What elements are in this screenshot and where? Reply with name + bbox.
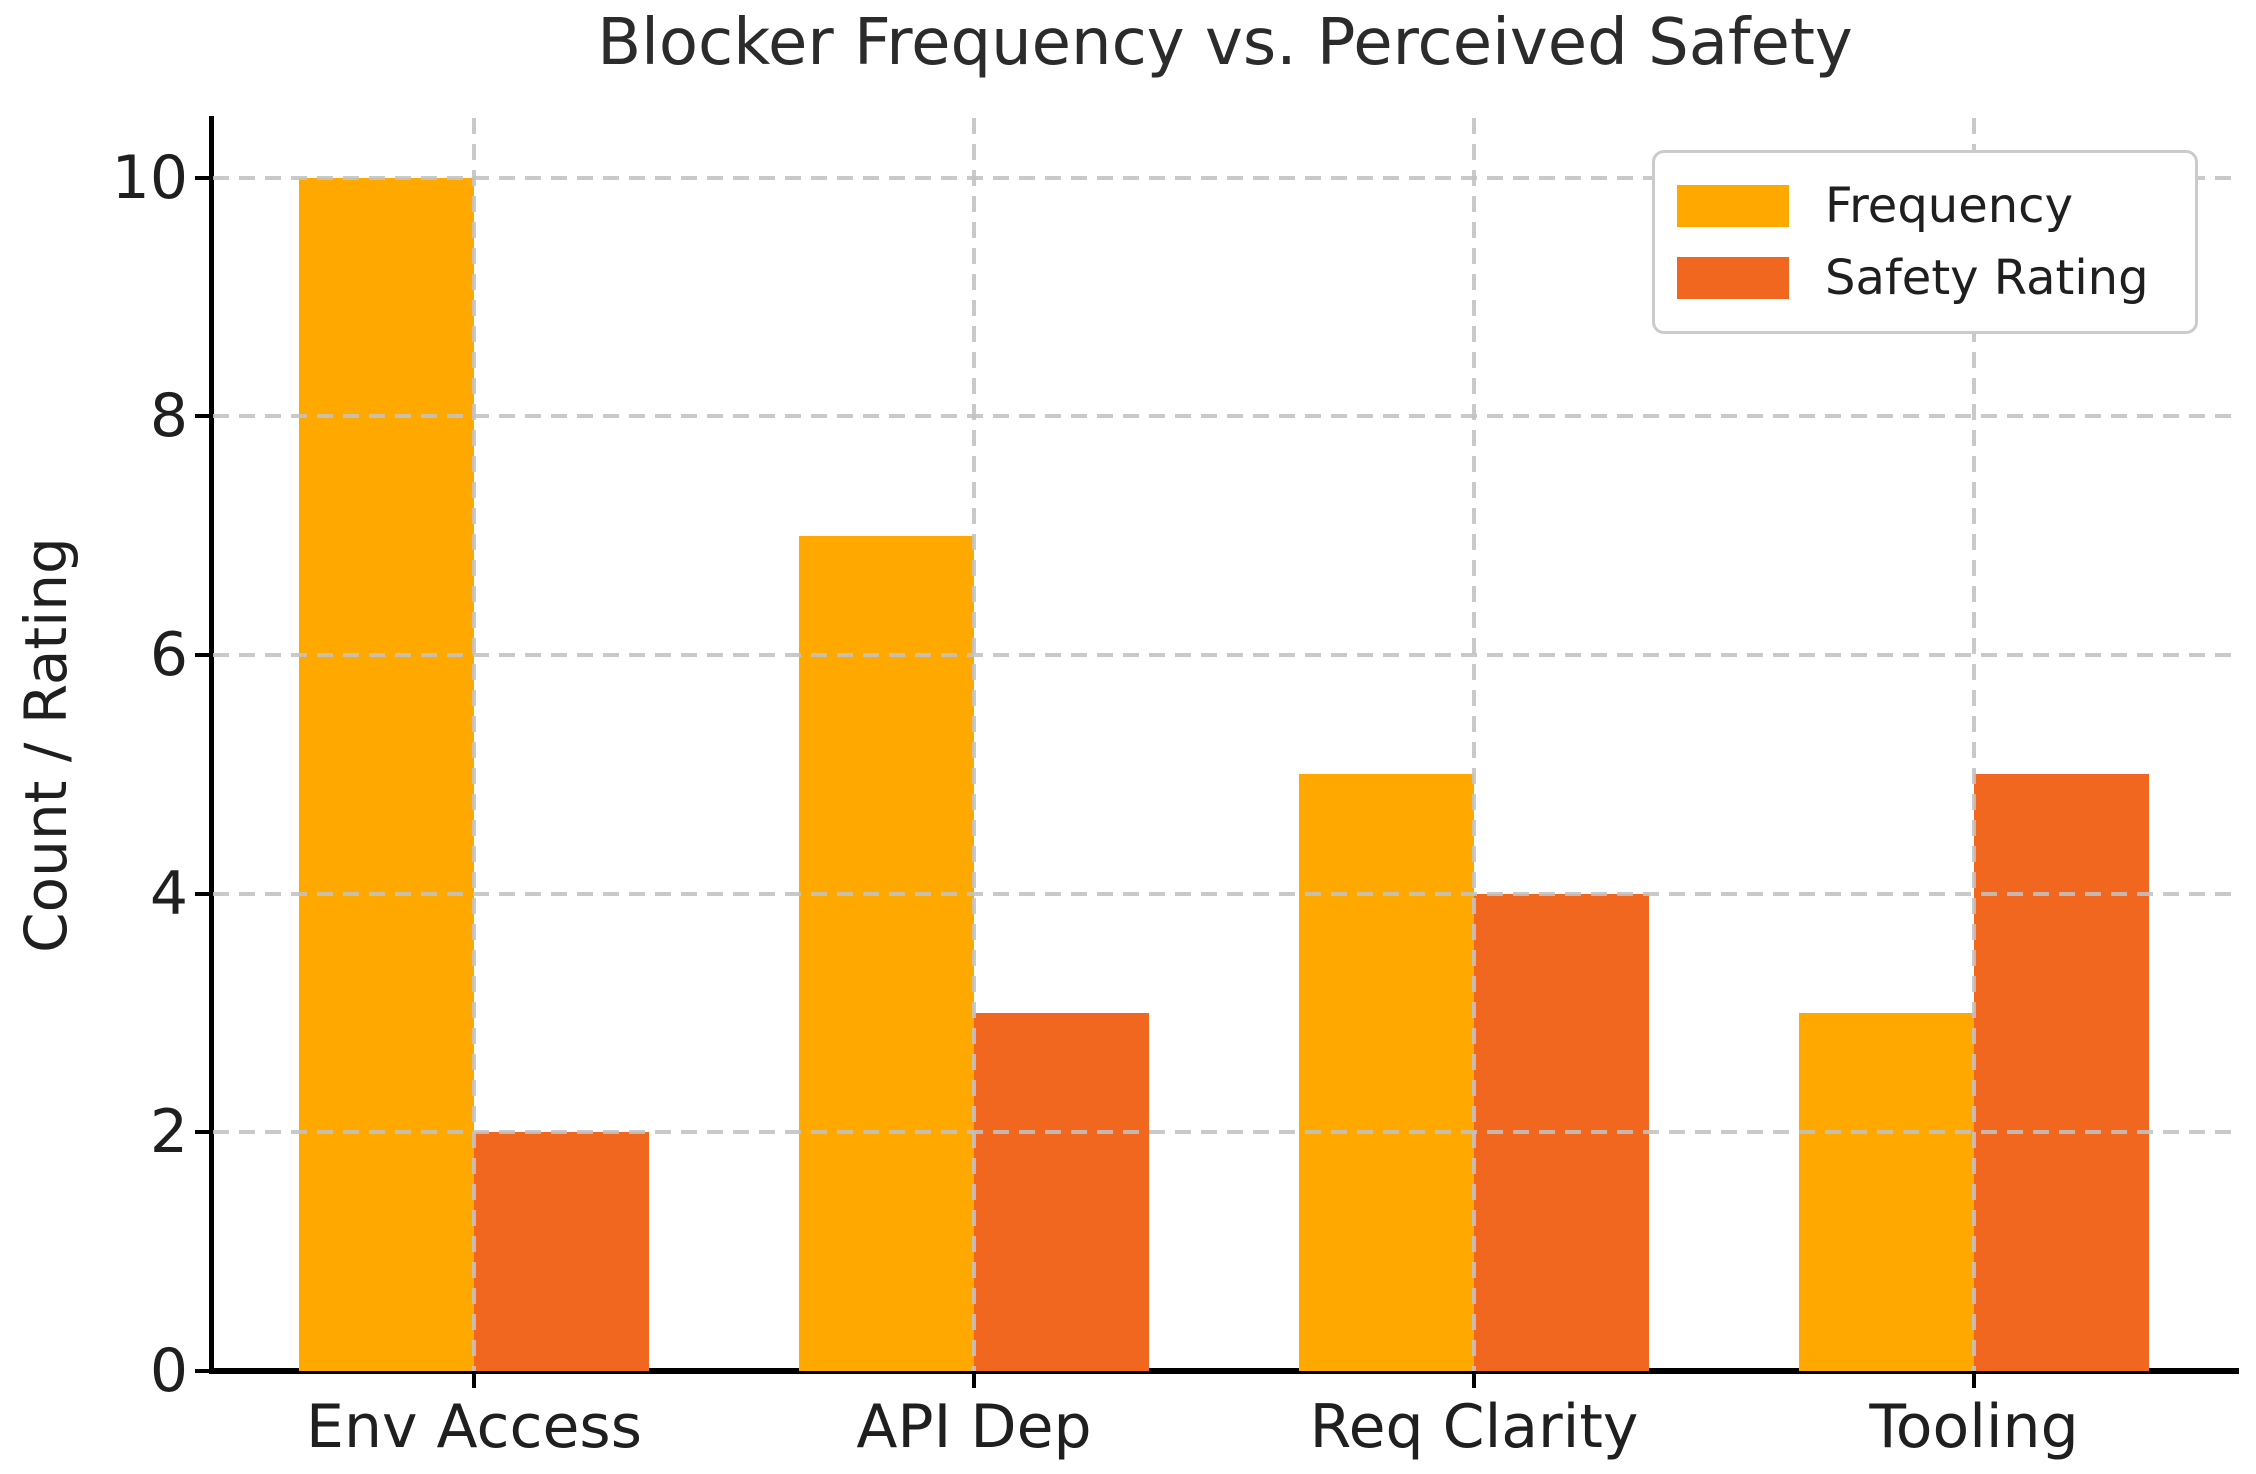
bar-safety-rating-1 [974, 1013, 1149, 1371]
bar-frequency-2 [1299, 774, 1474, 1371]
y-tick-6 [195, 653, 213, 657]
bar-frequency-3 [1799, 1013, 1974, 1371]
y-tick-label-10: 10 [111, 143, 188, 213]
legend-swatch-safety-rating [1677, 257, 1789, 300]
bar-frequency-1 [799, 536, 974, 1371]
y-axis-spine [209, 116, 214, 1374]
x-tick-label-1: API Dep [856, 1392, 1092, 1462]
gridline-y-10 [213, 176, 2237, 180]
x-tick-1 [972, 1374, 976, 1388]
y-tick-0 [195, 1369, 213, 1373]
legend-label-1: Safety Rating [1825, 250, 2149, 307]
gridline-y-6 [213, 653, 2237, 657]
x-axis-spine [209, 1368, 2239, 1374]
legend-swatch-frequency [1677, 184, 1789, 227]
bar-safety-rating-0 [474, 1132, 649, 1371]
x-tick-0 [472, 1374, 476, 1388]
x-tick-label-3: Tooling [1869, 1392, 2079, 1462]
gridline-x-3 [1972, 118, 1976, 1371]
y-tick-label-0: 0 [149, 1336, 188, 1406]
gridline-x-0 [472, 118, 476, 1371]
y-tick-4 [195, 892, 213, 896]
gridline-x-1 [972, 118, 976, 1371]
legend-label-0: Frequency [1825, 177, 2073, 234]
y-tick-8 [195, 414, 213, 418]
bar-safety-rating-3 [1974, 774, 2149, 1371]
y-tick-10 [195, 176, 213, 180]
x-tick-2 [1472, 1374, 1476, 1388]
y-tick-label-6: 6 [149, 620, 188, 690]
y-tick-label-2: 2 [149, 1097, 188, 1167]
gridline-y-2 [213, 1130, 2237, 1134]
plot-area [213, 118, 2237, 1371]
x-tick-label-0: Env Access [306, 1392, 642, 1462]
y-tick-label-8: 8 [149, 381, 188, 451]
legend-item-1: Safety Rating [1677, 250, 2173, 306]
y-tick-label-4: 4 [149, 859, 188, 929]
x-tick-3 [1972, 1374, 1976, 1388]
chart-title: Blocker Frequency vs. Perceived Safety [597, 6, 1853, 80]
gridline-y-8 [213, 414, 2237, 418]
legend: Frequency Safety Rating [1652, 150, 2198, 334]
x-tick-label-2: Req Clarity [1309, 1392, 1639, 1462]
bar-frequency-0 [299, 178, 474, 1371]
gridline-y-4 [213, 892, 2237, 896]
legend-item-0: Frequency [1677, 178, 2173, 234]
y-tick-2 [195, 1130, 213, 1134]
gridline-x-2 [1472, 118, 1476, 1371]
